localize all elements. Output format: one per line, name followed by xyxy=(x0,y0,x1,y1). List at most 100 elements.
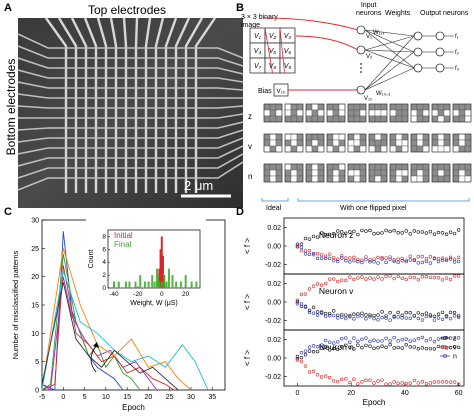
point-z xyxy=(424,231,429,235)
point-n xyxy=(327,340,332,344)
point-v xyxy=(364,378,368,383)
pattern-v-5 xyxy=(368,133,388,153)
legend-n: n xyxy=(453,354,457,361)
point-n xyxy=(380,257,384,261)
point-n xyxy=(319,343,324,347)
final-bar xyxy=(128,281,131,288)
arrow xyxy=(90,345,97,373)
activation-neuron-2 xyxy=(435,47,445,57)
point-n xyxy=(360,260,364,265)
point-v xyxy=(348,380,352,385)
binary-image-caption: 3 × 3 binary image xyxy=(241,14,278,29)
pattern-z-6 xyxy=(389,103,409,123)
point-v xyxy=(396,257,400,261)
point-v xyxy=(448,277,453,282)
pattern-n-4 xyxy=(347,163,367,183)
y-tick-label: -0.02 xyxy=(265,318,281,325)
final-bar xyxy=(153,281,156,288)
point-n xyxy=(380,339,384,343)
point-v xyxy=(348,275,352,279)
legend-final: Final xyxy=(114,240,132,249)
point-n xyxy=(344,316,348,321)
final-bar xyxy=(179,281,182,288)
x-tick-label: 10 xyxy=(102,394,110,401)
input-var-7: V₇ xyxy=(254,63,262,70)
output-neurons-header: Output neurons xyxy=(420,10,469,17)
point-z xyxy=(424,346,429,351)
point-v xyxy=(400,256,404,261)
point-z xyxy=(295,354,300,359)
output-label-2: f₂ xyxy=(455,50,460,56)
point-v xyxy=(340,377,344,382)
pattern-v-7 xyxy=(410,133,430,153)
point-v xyxy=(384,256,388,260)
point-v xyxy=(336,257,340,262)
initial-bar xyxy=(158,268,161,288)
point-v xyxy=(384,274,388,279)
final-bar xyxy=(184,275,187,288)
point-n xyxy=(323,338,328,343)
point-z xyxy=(311,350,316,354)
x-tick-label: 0 xyxy=(295,390,299,397)
output-label-3: f₃ xyxy=(455,66,460,72)
point-z xyxy=(388,310,392,315)
point-n xyxy=(372,260,376,264)
y-tick-label: 30 xyxy=(31,218,39,225)
point-v xyxy=(380,378,384,382)
final-bar xyxy=(147,281,150,288)
point-v xyxy=(392,258,396,262)
point-z xyxy=(364,343,368,348)
point-z xyxy=(384,314,388,318)
point-n xyxy=(348,260,352,264)
point-z xyxy=(368,313,372,317)
pattern-z-3 xyxy=(326,103,346,123)
point-z xyxy=(448,345,453,350)
point-v xyxy=(372,257,376,261)
point-n xyxy=(319,311,324,315)
x-tick-label: -5 xyxy=(39,394,45,401)
point-z xyxy=(344,313,348,317)
point-z xyxy=(311,234,316,239)
series-line-6 xyxy=(41,270,209,391)
input-var-9: V₉ xyxy=(284,63,292,70)
point-v xyxy=(332,255,336,260)
point-v xyxy=(299,359,304,364)
top-electrode-7 xyxy=(134,18,139,193)
point-z xyxy=(323,345,328,349)
sem-micrograph xyxy=(18,18,243,208)
final-bar xyxy=(144,281,147,288)
point-n xyxy=(295,242,300,246)
subplot-title-3: Neuron n xyxy=(319,342,354,352)
x-tick-label: 20 xyxy=(144,394,152,401)
point-z xyxy=(348,314,352,318)
point-n xyxy=(344,336,348,340)
point-v xyxy=(388,382,392,386)
initial-bar xyxy=(159,249,162,288)
final-bar xyxy=(112,281,115,288)
point-n xyxy=(295,356,300,361)
point-n xyxy=(444,315,449,319)
y-tick-label: 20 xyxy=(31,274,39,281)
point-v xyxy=(303,364,308,368)
bottom-electrode-5 xyxy=(18,93,243,99)
point-n xyxy=(368,259,372,264)
point-n xyxy=(360,337,364,342)
point-z xyxy=(400,346,404,350)
y-tick-label: 0.02 xyxy=(267,281,281,288)
point-v xyxy=(364,255,368,259)
point-z xyxy=(319,231,324,235)
top-electrode-11 xyxy=(174,18,191,193)
point-z xyxy=(416,230,421,234)
point-z xyxy=(408,311,412,315)
panel-b-letter: B xyxy=(236,2,244,14)
output-label-1: f₁ xyxy=(455,34,459,40)
point-z xyxy=(428,230,433,234)
x-axis-label: Epoch xyxy=(122,403,145,412)
point-v xyxy=(340,278,344,282)
point-v xyxy=(440,380,445,384)
pattern-z-2 xyxy=(305,103,325,123)
point-n xyxy=(436,259,441,264)
point-z xyxy=(360,345,364,350)
point-n xyxy=(311,311,316,315)
point-v xyxy=(420,275,425,279)
